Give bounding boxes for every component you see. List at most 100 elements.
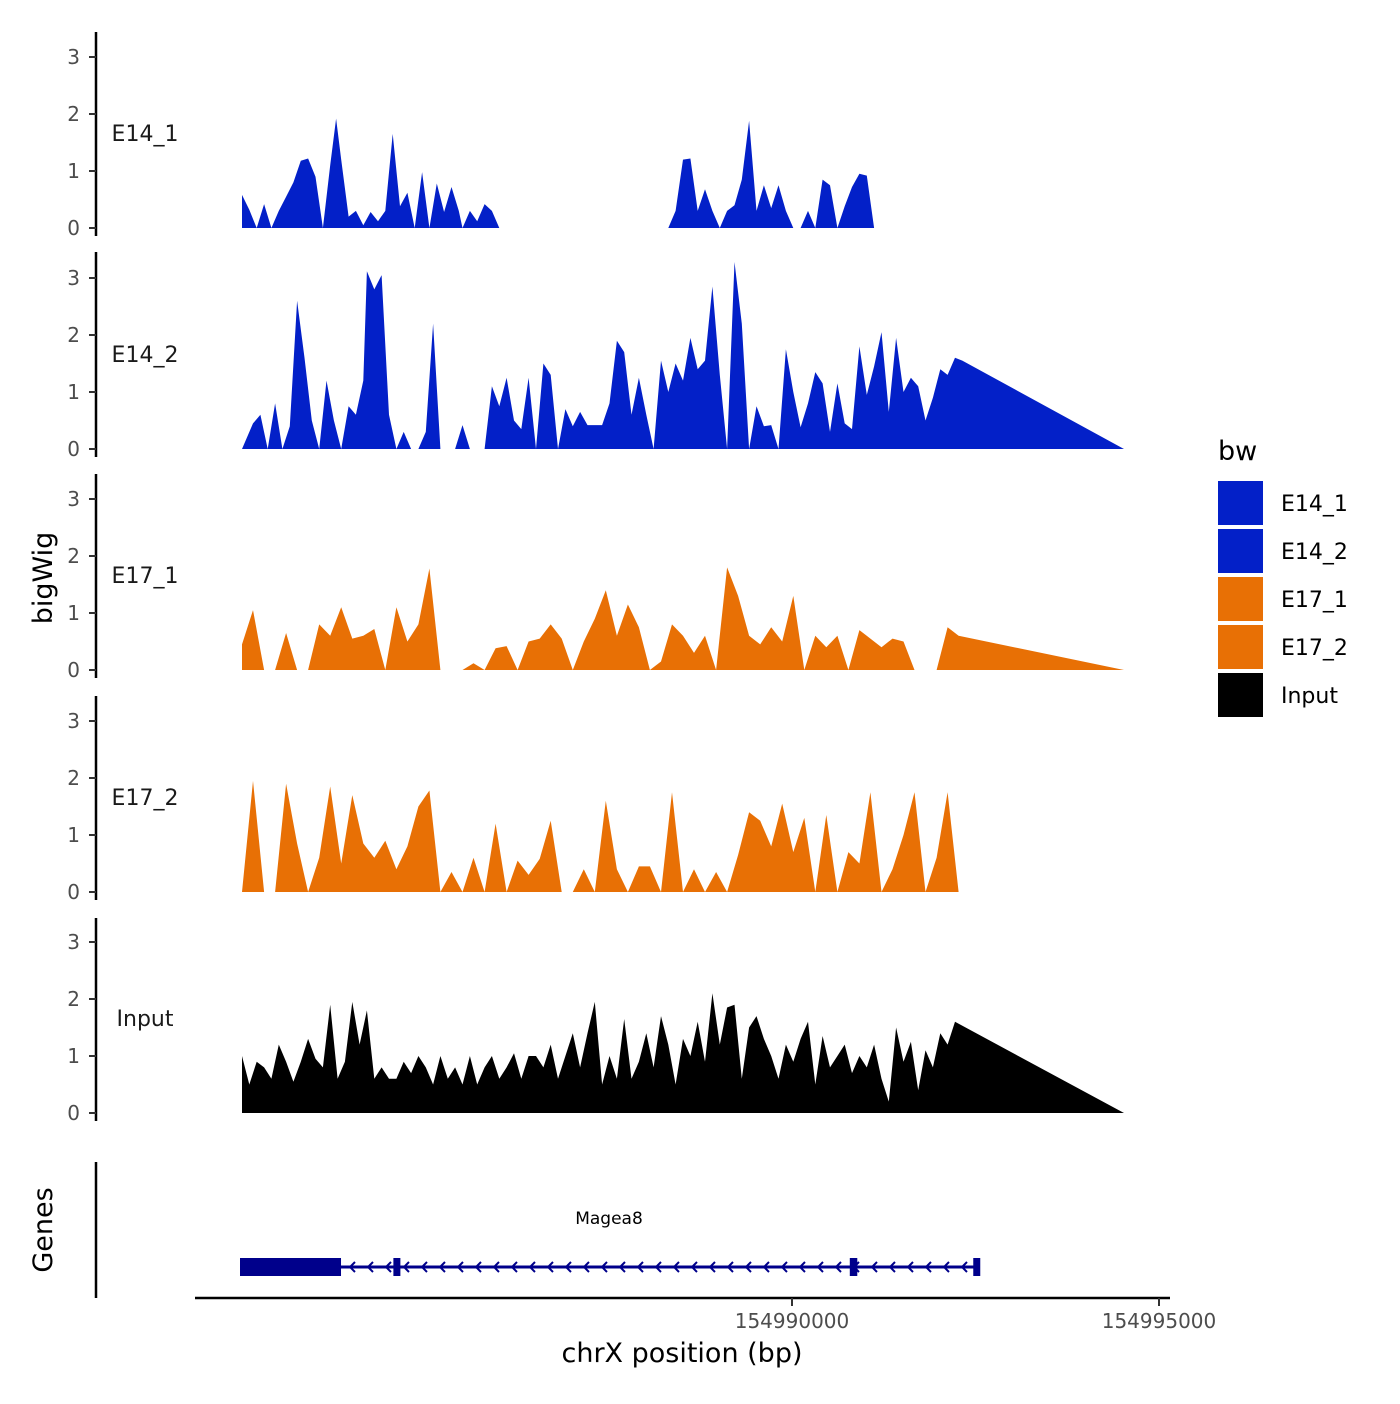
legend-swatch	[1218, 481, 1263, 525]
strand-arrow-icon	[348, 1261, 356, 1273]
coverage-area-e17-1	[242, 567, 1124, 670]
track-label: E17_2	[112, 786, 179, 811]
strand-arrow-icon	[564, 1261, 572, 1273]
legend-swatch	[1218, 673, 1263, 717]
strand-arrow-icon	[870, 1261, 878, 1273]
strand-arrow-icon	[582, 1261, 590, 1273]
strand-arrow-icon	[906, 1261, 914, 1273]
legend-item-e17-1: E17_1	[1218, 577, 1348, 621]
y-tick-label: 1	[67, 601, 80, 625]
track-label: E14_2	[112, 343, 179, 368]
gene-exon-cds	[973, 1258, 981, 1276]
strand-arrow-icon	[528, 1261, 536, 1273]
genes-panel: Magea8	[94, 1162, 981, 1298]
strand-arrow-icon	[942, 1261, 950, 1273]
gene-name-label: Magea8	[575, 1209, 643, 1229]
strand-arrow-icon	[654, 1261, 662, 1273]
strand-arrow-icon	[888, 1261, 896, 1273]
strand-arrow-icon	[636, 1261, 644, 1273]
legend-swatch	[1218, 625, 1263, 669]
y-tick-label: 0	[67, 658, 80, 682]
legend-label: E14_1	[1281, 492, 1348, 517]
legend-title: bw	[1218, 436, 1257, 467]
strand-arrow-icon	[816, 1261, 824, 1273]
strand-arrow-icon	[708, 1261, 716, 1273]
strand-arrow-icon	[672, 1261, 680, 1273]
y-tick-label: 2	[67, 102, 80, 126]
strand-arrow-icon	[924, 1261, 932, 1273]
y-tick-label: 3	[67, 930, 80, 954]
coverage-area-e14-1	[242, 118, 1124, 228]
strand-arrow-icon	[690, 1261, 698, 1273]
strand-arrow-icon	[492, 1261, 500, 1273]
gene-magea8: Magea8	[240, 1209, 981, 1276]
track-e17-1: 0 1 2 3 E17_1	[67, 474, 1124, 682]
legend-item-e17-2: E17_2	[1218, 625, 1348, 669]
gene-exon-cds	[393, 1258, 401, 1276]
x-axis-title: chrX position (bp)	[561, 1338, 802, 1369]
coverage-area-input	[242, 993, 1124, 1113]
y-tick-label: 2	[67, 544, 80, 568]
strand-arrow-icon	[960, 1261, 968, 1273]
strand-arrow-icon	[762, 1261, 770, 1273]
track-label: E17_1	[112, 564, 179, 589]
y-tick-label: 3	[67, 266, 80, 290]
strand-arrow-icon	[384, 1261, 392, 1273]
y-tick-label: 1	[67, 823, 80, 847]
legend-label: E17_2	[1281, 636, 1348, 661]
legend-label: E14_2	[1281, 540, 1348, 565]
y-tick-label: 2	[67, 766, 80, 790]
legend-item-e14-2: E14_2	[1218, 529, 1348, 573]
track-e14-1: 0 1 2 3 E14_1	[67, 32, 1124, 240]
strand-arrow-icon	[510, 1261, 518, 1273]
strand-arrow-icon	[474, 1261, 482, 1273]
y-tick-label: 0	[67, 1101, 80, 1125]
strand-arrow-icon	[780, 1261, 788, 1273]
x-axis: 154990000 154995000	[195, 1296, 1217, 1333]
genes-panel-title: Genes	[28, 1187, 59, 1272]
strand-arrow-icon	[600, 1261, 608, 1273]
tracks-layer: 0 1 2 3 E14_1 0 1 2 3 E14_2 0 1 2 3 E17_1 0 1 2 3 E17_2 0 1 2 3…	[67, 32, 1124, 1125]
track-input: 0 1 2 3 Input	[67, 918, 1124, 1125]
strand-arrow-icon	[456, 1261, 464, 1273]
strand-arrow-icon	[420, 1261, 428, 1273]
strand-arrow-icon	[438, 1261, 446, 1273]
legend-item-input: Input	[1218, 673, 1338, 717]
gene-exon-utr	[240, 1258, 342, 1276]
coverage-area-e17-2	[242, 780, 1124, 892]
y-tick-label: 1	[67, 1044, 80, 1068]
y-tick-label: 0	[67, 437, 80, 461]
track-e17-2: 0 1 2 3 E17_2	[67, 696, 1124, 904]
legend-swatch	[1218, 577, 1263, 621]
legend-swatch	[1218, 529, 1263, 573]
y-tick-label: 0	[67, 880, 80, 904]
y-tick-label: 3	[67, 709, 80, 733]
track-e14-2: 0 1 2 3 E14_2	[67, 252, 1124, 461]
strand-arrow-icon	[744, 1261, 752, 1273]
legend-label: Input	[1281, 684, 1338, 709]
strand-arrow-icon	[618, 1261, 626, 1273]
strand-arrow-icon	[546, 1261, 554, 1273]
strand-arrow-icon	[402, 1261, 410, 1273]
legend: bw E14_1 E14_2 E17_1 E17_2 Input	[1218, 436, 1348, 717]
x-tick-label: 154995000	[1102, 1309, 1217, 1333]
strand-arrow-icon	[798, 1261, 806, 1273]
y-tick-label: 1	[67, 159, 80, 183]
track-label: Input	[117, 1007, 174, 1032]
gene-exon-cds	[849, 1258, 858, 1276]
y-axis-title: bigWig	[28, 532, 59, 625]
legend-label: E17_1	[1281, 588, 1348, 613]
y-tick-label: 0	[67, 216, 80, 240]
strand-arrow-icon	[366, 1261, 374, 1273]
y-tick-label: 3	[67, 45, 80, 69]
coverage-area-e14-2	[242, 262, 1124, 449]
y-tick-label: 3	[67, 487, 80, 511]
y-tick-label: 2	[67, 323, 80, 347]
strand-arrow-icon	[834, 1261, 842, 1273]
legend-item-e14-1: E14_1	[1218, 481, 1348, 525]
strand-arrow-icon	[726, 1261, 734, 1273]
y-tick-label: 1	[67, 380, 80, 404]
y-tick-label: 2	[67, 987, 80, 1011]
